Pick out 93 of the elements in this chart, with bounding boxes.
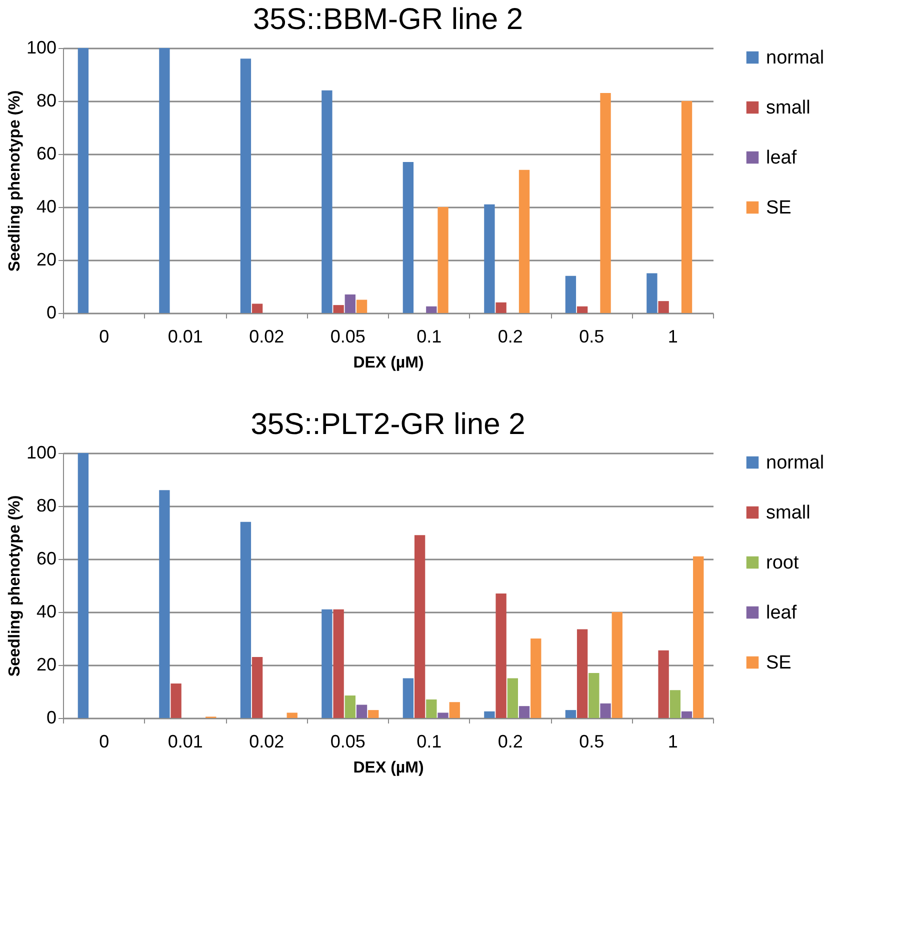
bar	[658, 301, 669, 313]
bar	[484, 204, 495, 313]
bar	[588, 672, 600, 718]
x-tick-label: 0.2	[498, 732, 523, 752]
x-tick-label: 0	[99, 326, 110, 346]
chart-title: 35S::PLT2-GR line 2	[250, 408, 526, 441]
bar	[670, 690, 680, 718]
bar	[484, 711, 495, 718]
bar	[333, 305, 344, 313]
x-tick-label: 0.05	[330, 732, 366, 752]
bar	[344, 294, 356, 313]
legend-label: root	[766, 552, 800, 574]
bar	[438, 207, 448, 313]
legend-label: SE	[766, 652, 792, 674]
bar	[449, 702, 460, 718]
bar	[344, 695, 356, 718]
y-tick-label: 0	[46, 302, 56, 322]
y-tick-label: 20	[36, 654, 56, 674]
bar	[565, 710, 576, 718]
bar	[368, 710, 379, 718]
bar	[600, 93, 611, 313]
x-tick-label: 0.1	[416, 732, 442, 752]
bar	[518, 170, 530, 313]
bar	[565, 276, 576, 313]
y-tick-label: 80	[36, 90, 56, 110]
x-axis-title: DEX (µM)	[353, 760, 424, 776]
x-tick-label: 0.5	[579, 326, 604, 346]
bar	[693, 556, 704, 718]
bar	[159, 48, 170, 313]
legend-label: small	[766, 502, 810, 524]
bar	[170, 684, 182, 718]
bar	[414, 535, 426, 718]
y-tick-label: 80	[36, 496, 56, 516]
y-tick-label: 60	[36, 548, 56, 568]
x-axis-title: DEX (µM)	[353, 354, 424, 372]
bar	[240, 522, 252, 718]
bar	[576, 306, 588, 313]
bar	[240, 58, 252, 313]
bar	[333, 609, 344, 718]
bar	[252, 657, 263, 718]
x-tick-label: 1	[668, 326, 678, 346]
x-tick-label: 0.01	[168, 326, 203, 346]
x-tick-label: 0.5	[579, 732, 604, 752]
y-tick-label: 100	[26, 442, 56, 462]
bar	[252, 304, 263, 313]
bar	[646, 273, 658, 313]
x-tick-label: 0.01	[168, 732, 203, 752]
y-tick-label: 0	[46, 708, 56, 728]
bar	[612, 612, 622, 718]
legend-label: small	[766, 98, 810, 118]
bar	[356, 704, 368, 718]
bar	[426, 306, 437, 313]
bar	[530, 638, 542, 718]
legend-label: leaf	[766, 148, 798, 168]
x-tick-label: 0.02	[249, 732, 284, 752]
bar	[402, 678, 414, 718]
chart-title: 35S::BBM-GR line 2	[252, 3, 524, 36]
bar	[496, 593, 506, 718]
y-tick-label: 100	[26, 38, 56, 58]
bar	[658, 650, 669, 718]
bar	[286, 712, 298, 718]
y-tick-label: 40	[36, 602, 56, 622]
bar	[496, 302, 506, 313]
bar	[681, 101, 692, 313]
bar	[78, 453, 89, 718]
x-tick-label: 0.1	[416, 326, 442, 346]
legend-label: normal	[766, 48, 824, 68]
bar	[426, 699, 437, 718]
bar	[322, 609, 332, 718]
x-tick-label: 0.2	[498, 326, 523, 346]
y-axis-title: Seedling phenotype (%)	[6, 90, 24, 272]
legend-label: SE	[766, 198, 792, 218]
y-axis-title: Seedling phenotype (%)	[6, 495, 24, 677]
x-tick-label: 0.05	[330, 326, 366, 346]
bar	[518, 706, 530, 718]
bar	[681, 711, 692, 718]
legend-label: normal	[766, 452, 824, 474]
x-tick-label: 1	[668, 732, 678, 752]
bar	[322, 90, 332, 313]
bar	[600, 703, 611, 718]
y-tick-label: 20	[36, 250, 56, 270]
bar	[356, 300, 368, 313]
bar	[507, 678, 518, 718]
bar	[438, 712, 448, 718]
y-tick-label: 60	[36, 144, 56, 164]
bar	[159, 490, 170, 718]
x-tick-label: 0.02	[249, 326, 284, 346]
y-tick-label: 40	[36, 196, 56, 216]
legend-label: leaf	[766, 602, 798, 624]
bar	[402, 162, 414, 313]
x-tick-label: 0	[99, 732, 110, 752]
bar	[78, 48, 89, 313]
bar	[576, 629, 588, 718]
